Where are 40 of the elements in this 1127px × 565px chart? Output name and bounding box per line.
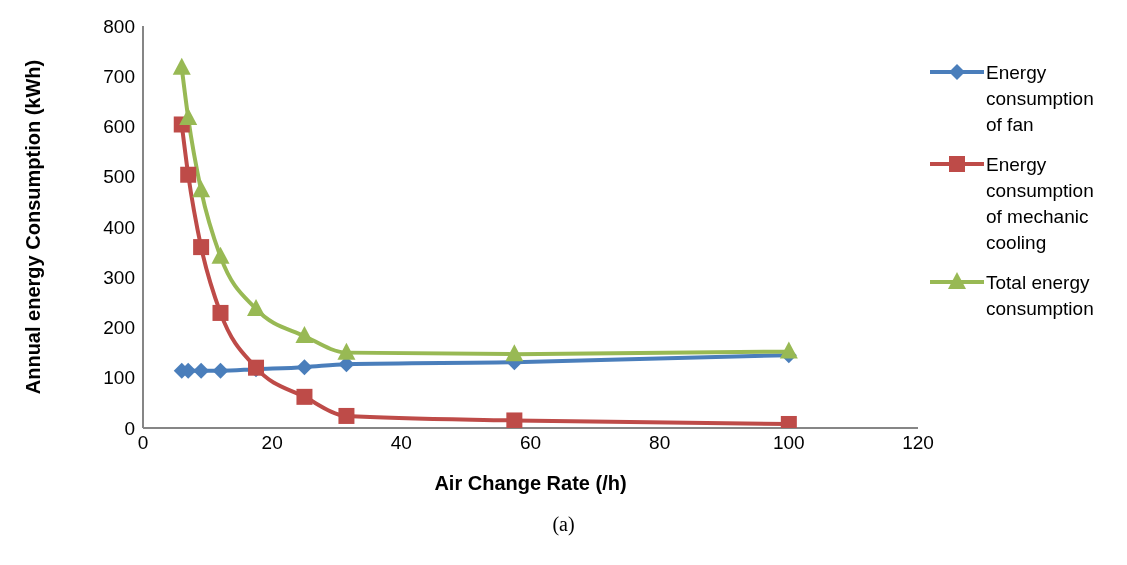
y-tick-label: 800 bbox=[103, 15, 135, 37]
legend-label: Energy consumption of mechanic cooling bbox=[986, 153, 1095, 255]
point bbox=[506, 412, 523, 428]
y-tick-label: 300 bbox=[103, 266, 135, 288]
y-tick-label: 200 bbox=[103, 317, 135, 339]
legend-label: Energy consumption of fan bbox=[986, 61, 1095, 137]
y-tick-label: 100 bbox=[103, 367, 135, 389]
point bbox=[247, 298, 266, 316]
y-tick-label: 600 bbox=[103, 116, 135, 138]
y-tick-label: 400 bbox=[103, 216, 135, 238]
point bbox=[180, 166, 197, 183]
point bbox=[779, 341, 798, 359]
point bbox=[211, 246, 230, 264]
y-tick-label: 700 bbox=[103, 66, 135, 87]
y-tick-label: 500 bbox=[103, 166, 135, 188]
y-tick-label: 0 bbox=[124, 417, 135, 439]
y-axis-title: Annual energy Consumption (kWh) bbox=[22, 59, 45, 395]
point bbox=[505, 344, 524, 362]
x-tick-label: 20 bbox=[261, 432, 283, 454]
x-tick-label: 40 bbox=[390, 432, 412, 454]
point bbox=[296, 388, 313, 405]
point bbox=[192, 180, 211, 198]
point bbox=[179, 107, 198, 125]
point bbox=[212, 304, 229, 321]
text: (a) bbox=[551, 513, 576, 536]
point bbox=[338, 407, 355, 424]
point bbox=[193, 239, 210, 256]
point bbox=[295, 326, 314, 344]
x-tick-label: 60 bbox=[519, 432, 542, 454]
x-tick-label: 0 bbox=[137, 432, 149, 454]
point bbox=[296, 359, 313, 376]
point bbox=[172, 57, 191, 75]
x-axis-title: Air Change Rate (/h) bbox=[434, 472, 627, 494]
point bbox=[212, 362, 229, 379]
point bbox=[337, 342, 356, 360]
legend-label: Total energy consumption bbox=[986, 271, 1095, 321]
x-tick-label: 80 bbox=[649, 432, 671, 454]
point bbox=[193, 362, 210, 379]
x-tick-label: 120 bbox=[902, 432, 934, 454]
x-tick-label: 100 bbox=[772, 432, 805, 454]
